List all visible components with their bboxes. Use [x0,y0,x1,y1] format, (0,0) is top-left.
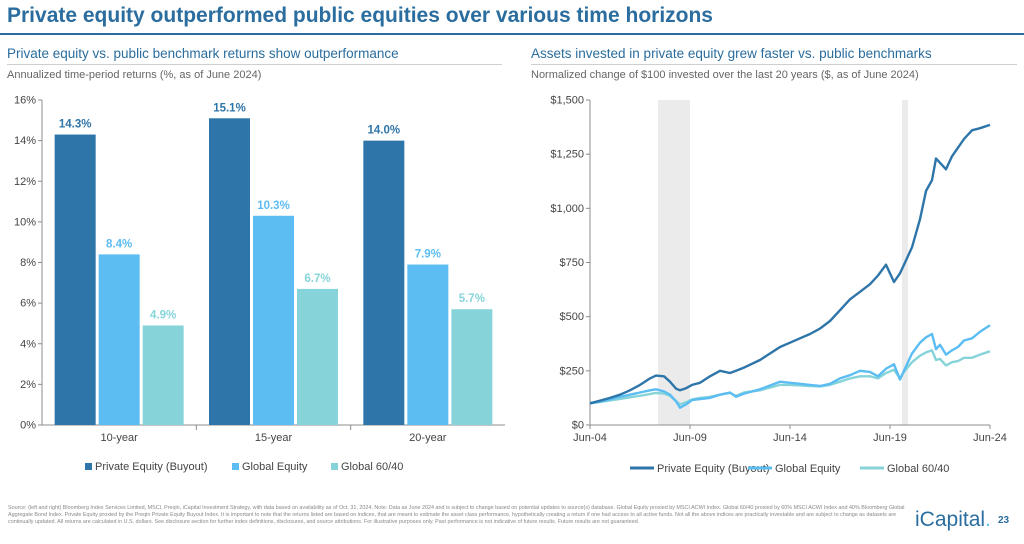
left-chart-title: Private equity vs. public benchmark retu… [7,46,399,61]
data-label: 4.9% [150,309,176,321]
x-tick-label: Jun-14 [773,432,807,444]
right-chart-divider [531,64,1017,65]
data-label: 14.3% [59,119,92,131]
bar-private-equity-buyout-20-year [363,140,405,425]
legend-swatch-private-equity-buyout [85,463,92,470]
title-divider [0,33,1024,35]
y-tick-label: $750 [560,257,584,269]
x-tick-label: Jun-04 [573,432,607,444]
x-tick-label: Jun-24 [973,432,1007,444]
left-chart-subtitle: Annualized time-period returns (%, as of… [7,69,262,81]
legend-label-global-60-40: Global 60/40 [341,461,403,473]
data-label: 6.7% [304,273,330,285]
data-label: 8.4% [106,238,132,250]
right-chart-title: Assets invested in private equity grew f… [531,46,932,61]
legend-label-global-equity: Global Equity [775,463,841,475]
y-tick-label: 12% [14,176,36,188]
x-tick-label: 15-year [255,432,293,444]
bar-chart: 0% 2% 4% 6% 8% 10% 12% 14% 16% 14.3% 8.4% 4.9% 10-ye… [14,95,505,473]
y-tick-label: 10% [14,216,36,228]
data-label: 14.0% [368,125,401,137]
x-tick-label: 10-year [101,432,139,444]
bar-global-equity-20-year [407,264,449,425]
logo-text: iCapital [915,508,986,531]
y-tick-label: $1,500 [550,95,584,107]
page-number: 23 [998,515,1010,526]
series-line-private-equity-buyout [589,123,991,405]
legend-label-private-equity-buyout: Private Equity (Buyout) [95,461,208,473]
series-line-global-equity [589,324,991,409]
legend-label-private-equity-buyout: Private Equity (Buyout) [657,463,770,475]
legend-swatch-global-60-40 [331,463,338,470]
y-tick-label: $1,000 [550,203,584,215]
y-tick-label: 0% [20,420,36,432]
recession-shading [658,100,690,425]
footer-source-note: Source: (left and right) Bloomberg Index… [8,505,905,526]
data-label: 7.9% [415,249,441,261]
bar-private-equity-buyout-15-year [209,118,250,425]
data-label: 10.3% [257,200,290,212]
bar-global-equity-15-year [253,215,294,425]
right-chart-subtitle: Normalized change of $100 invested over … [531,69,919,81]
logo-dot: . [985,508,991,531]
y-tick-label: $1,250 [550,149,584,161]
bar-private-equity-buyout-10-year [54,134,96,425]
icapital-logo: iCapital. [915,508,991,532]
y-tick-label: $250 [560,365,584,377]
y-tick-label: 14% [14,135,36,147]
y-tick-label: 6% [20,298,36,310]
legend-label-global-60-40: Global 60/40 [887,463,949,475]
y-tick-label: 16% [14,95,36,107]
legend-label-global-equity: Global Equity [242,461,308,473]
bar-global-equity-10-year [98,254,140,425]
page-title: Private equity outperformed public equit… [7,4,713,27]
left-chart-divider [7,64,502,65]
x-tick-label: Jun-09 [673,432,707,444]
x-tick-label: Jun-19 [873,432,907,444]
bar-global-60-40-20-year [451,309,493,425]
y-tick-label: $500 [560,311,584,323]
data-label: 15.1% [213,102,246,114]
bar-global-60-40-10-year [142,325,184,425]
line-chart: $0 $250 $500 $750 $1,000 $1,250 $1,500 Jun-04 Ju… [550,95,1007,476]
y-tick-label: 4% [20,338,36,350]
y-tick-label: 2% [20,379,36,391]
data-label: 5.7% [459,293,485,305]
legend-swatch-global-equity [232,463,239,470]
x-tick-label: 20-year [409,432,447,444]
y-tick-label: 8% [20,257,36,269]
bar-global-60-40-15-year [297,288,338,425]
y-tick-label: $0 [572,420,584,432]
